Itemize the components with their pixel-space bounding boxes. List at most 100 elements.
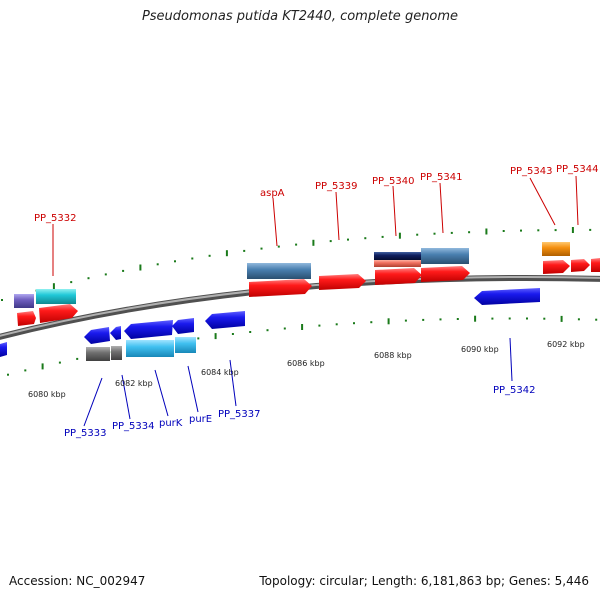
minor-tick (422, 318, 425, 321)
minor-tick (249, 331, 252, 333)
gene-label-PP_5333[interactable]: PP_5333 (64, 428, 107, 439)
gene-block-orange-PP_5343[interactable] (542, 242, 570, 256)
major-tick (139, 264, 142, 271)
gene-block-gray[interactable] (111, 346, 122, 360)
genome-summary: Topology: circular; Length: 6,181,863 bp… (259, 574, 589, 588)
minor-tick (526, 317, 528, 320)
cds-arrow-forward-PP_5340[interactable] (375, 268, 422, 285)
major-tick (387, 318, 390, 325)
leader-PP_5343 (529, 177, 556, 226)
minor-tick (450, 231, 453, 234)
minor-tick (543, 317, 546, 320)
cds-arrow-forward-PP_5343[interactable] (543, 260, 570, 274)
leader-PP_5344 (575, 175, 579, 226)
minor-tick (589, 228, 592, 231)
minor-tick (197, 337, 200, 340)
leader-PP_5334 (121, 374, 131, 420)
gene-block-navy-PP_5340[interactable] (374, 252, 421, 260)
cds-arrow-forward[interactable] (39, 304, 78, 323)
minor-tick (122, 269, 125, 272)
cds-arrow-reverse[interactable] (110, 326, 121, 340)
major-tick (571, 227, 574, 233)
gene-label-PP_5343[interactable]: PP_5343 (510, 166, 553, 177)
leader-PP_5341 (439, 182, 444, 234)
gene-block-gray-PP_5334[interactable] (86, 347, 110, 361)
cds-arrow-forward-PP_5341[interactable] (421, 266, 470, 282)
minor-tick (318, 324, 321, 327)
minor-tick (231, 333, 234, 335)
cds-arrow-reverse-purK[interactable] (124, 320, 173, 339)
minor-tick (595, 318, 598, 321)
gene-label-PP_5341[interactable]: PP_5341 (420, 172, 463, 183)
cds-arrow-reverse-PP_5337[interactable] (205, 311, 245, 329)
minor-tick (58, 361, 61, 364)
leader-purE (187, 365, 199, 413)
gene-label-PP_5332[interactable]: PP_5332 (34, 213, 77, 224)
cds-arrow-forward[interactable] (591, 258, 600, 272)
gene-block-steel-PP_5341[interactable] (421, 248, 469, 264)
minor-tick (7, 373, 9, 376)
minor-tick (491, 317, 494, 320)
minor-tick (433, 232, 436, 235)
cds-arrow-forward-aspA[interactable] (249, 279, 312, 297)
gene-label-purE[interactable]: purE (189, 414, 212, 425)
gene-block-salmon-PP_5340[interactable] (374, 260, 421, 267)
gene-block-cyan[interactable] (36, 289, 76, 304)
cds-arrow-forward-PP_5344[interactable] (571, 259, 590, 272)
gene-label-aspA[interactable]: aspA (260, 188, 285, 199)
major-tick (398, 232, 401, 239)
gene-label-PP_5344[interactable]: PP_5344 (556, 164, 599, 175)
minor-tick (335, 323, 338, 326)
gene-label-PP_5337[interactable]: PP_5337 (218, 409, 261, 420)
minor-tick (456, 318, 459, 320)
gene-block-lightblue-purK[interactable] (126, 340, 174, 357)
gene-block-lightblue-purE[interactable] (175, 337, 196, 353)
gene-label-purK[interactable]: purK (159, 418, 183, 429)
gene-label-PP_5342[interactable]: PP_5342 (493, 385, 536, 396)
major-tick (52, 283, 55, 290)
cds-arrow-forward-PP_5339[interactable] (319, 274, 366, 290)
major-tick (225, 250, 228, 257)
minor-tick (364, 237, 367, 240)
leader-PP_5340 (392, 185, 397, 237)
accession-label: Accession: NC_002947 (9, 574, 146, 588)
minor-tick (404, 319, 407, 322)
scale-label: 6086 kbp (287, 359, 325, 368)
leader-purK (154, 369, 169, 417)
minor-tick (277, 245, 280, 248)
gene-label-PP_5339[interactable]: PP_5339 (315, 181, 358, 192)
cds-arrow-reverse-PP_5333[interactable] (84, 327, 110, 344)
major-tick (214, 333, 217, 340)
label-leaders (52, 175, 579, 427)
minor-tick (70, 281, 73, 284)
minor-tick (329, 240, 332, 243)
cds-arrow-reverse[interactable] (0, 342, 7, 357)
scale-label: 6084 kbp (201, 368, 239, 377)
minor-tick (468, 231, 471, 234)
minor-tick (24, 369, 27, 372)
minor-tick (283, 327, 286, 330)
minor-tick (381, 235, 384, 238)
minor-tick (554, 229, 557, 232)
minor-tick (537, 229, 540, 232)
gene-label-PP_5340[interactable]: PP_5340 (372, 176, 415, 187)
gene-label-PP_5334[interactable]: PP_5334 (112, 421, 155, 432)
minor-tick (370, 321, 373, 324)
forward-strand-features (14, 242, 600, 326)
minor-tick (295, 243, 298, 246)
minor-tick (266, 329, 269, 332)
scale-label: 6088 kbp (374, 351, 412, 360)
minor-tick (439, 318, 442, 321)
gene-block-purple[interactable] (14, 294, 34, 308)
cds-arrow-reverse-purE[interactable] (172, 318, 194, 334)
cds-arrow-forward[interactable] (17, 311, 36, 326)
major-tick (474, 315, 477, 322)
minor-tick (104, 273, 107, 276)
cds-arrow-reverse-PP_5342[interactable] (474, 288, 540, 305)
gene-block-steel-aspA[interactable] (247, 263, 311, 279)
leader-aspA (272, 197, 278, 247)
leader-PP_5333 (83, 377, 103, 427)
major-tick (560, 315, 563, 322)
minor-tick (508, 317, 511, 320)
